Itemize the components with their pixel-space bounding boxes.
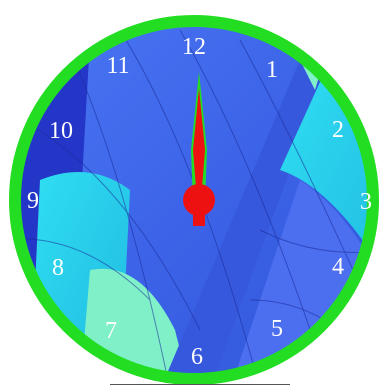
numeral-3: 3 (360, 189, 372, 215)
numeral-11: 11 (106, 53, 129, 79)
bottom-divider (110, 384, 290, 385)
numeral-4: 4 (332, 254, 344, 280)
clock-rim (9, 15, 379, 385)
numeral-6: 6 (191, 344, 203, 370)
clock-numerals: 12 1 2 3 4 5 6 7 8 9 10 11 (27, 34, 372, 370)
center-pivot-icon (183, 184, 215, 216)
numeral-9: 9 (27, 188, 39, 214)
numeral-8: 8 (52, 255, 64, 281)
numeral-10: 10 (49, 118, 73, 144)
numeral-7: 7 (105, 318, 117, 344)
clock-hands (183, 72, 215, 226)
numeral-5: 5 (271, 316, 283, 342)
numeral-12: 12 (182, 34, 206, 60)
numeral-2: 2 (332, 117, 344, 143)
hour-hand (193, 88, 205, 200)
numeral-1: 1 (266, 57, 278, 83)
